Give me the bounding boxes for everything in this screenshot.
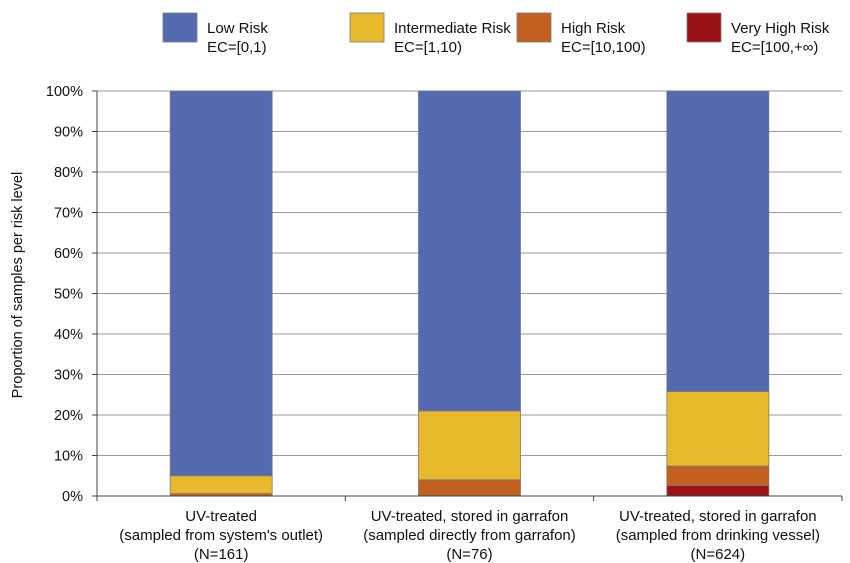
x-tick-label: (N=624) <box>691 546 746 563</box>
legend-label: Intermediate Risk <box>394 20 511 37</box>
x-tick-label: UV-treated, stored in garrafon <box>371 508 569 525</box>
y-tick-label: 90% <box>54 125 83 141</box>
y-axis-label: Proportion of samples per risk level <box>10 172 26 398</box>
bar-segment <box>666 90 770 392</box>
legend-label: Low Risk <box>207 20 268 37</box>
y-tick-label: 100% <box>46 84 83 100</box>
bar-segment <box>418 479 521 497</box>
legend-swatch <box>516 12 552 43</box>
y-tick-label: 60% <box>54 246 83 262</box>
y-tick-label: 20% <box>54 408 83 424</box>
y-tick-label: 40% <box>54 327 83 343</box>
legend-range: EC=[10,100) <box>561 39 646 56</box>
x-tick-label: (sampled directly from garrafon) <box>363 527 576 544</box>
y-tick-label: 70% <box>54 206 83 222</box>
bar-segment <box>169 90 273 477</box>
y-tick-label: 0% <box>62 489 83 505</box>
y-tick-label: 30% <box>54 368 83 384</box>
x-tick-label: UV-treated <box>185 508 257 525</box>
bar-segment <box>666 485 770 497</box>
bars <box>169 90 770 497</box>
legend-range: EC=[1,10) <box>394 39 462 56</box>
y-tick-label: 80% <box>54 165 83 181</box>
legend-range: EC=[100,+∞) <box>731 39 818 56</box>
legend-label: High Risk <box>561 20 626 37</box>
legend-label: Very High Risk <box>731 20 830 37</box>
bar-segment <box>418 90 521 412</box>
legend-swatch <box>349 12 385 43</box>
bar-segment <box>418 410 521 481</box>
legend-range: EC=[0,1) <box>207 39 267 56</box>
x-tick-label: UV-treated, stored in garrafon <box>619 508 817 525</box>
bar-segment <box>666 391 770 467</box>
y-tick-label: 10% <box>54 449 83 465</box>
legend: Low Risk EC=[0,1) Intermediate Risk EC=[1,1… <box>162 12 830 56</box>
y-axis: 0% 10% 20% 30% 40% 50% 60% 70% 80% 90% 100% <box>46 84 98 505</box>
legend-swatch <box>686 12 722 43</box>
y-tick-label: 50% <box>54 287 83 303</box>
x-axis: UV-treated (sampled from system's outlet)… <box>96 495 843 563</box>
bar-segment <box>169 475 273 494</box>
bar-segment <box>666 465 770 486</box>
legend-swatch <box>162 12 198 43</box>
x-tick-label: (N=76) <box>446 546 492 563</box>
x-tick-label: (N=161) <box>194 546 249 563</box>
x-tick-label: (sampled from system's outlet) <box>119 527 323 544</box>
x-tick-label: (sampled from drinking vessel) <box>616 527 820 544</box>
